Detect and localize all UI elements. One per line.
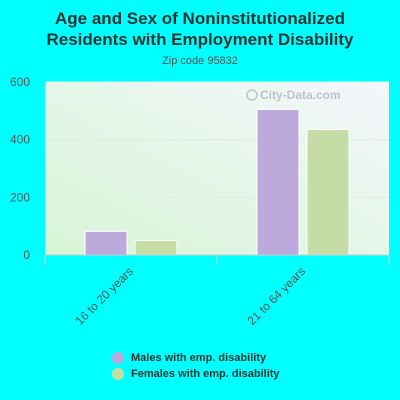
- bar-females: [306, 129, 350, 256]
- legend-label-males: Males with emp. disability: [131, 352, 267, 364]
- chart-title-line-1: Age and Sex of Noninstitutionalized: [55, 9, 345, 28]
- watermark: City-Data.com: [246, 88, 341, 102]
- legend-item-females: Females with emp. disability: [112, 366, 280, 382]
- legend-label-females: Females with emp. disability: [131, 368, 280, 380]
- x-tick-label: 16 to 20 years: [72, 264, 136, 328]
- bar-males: [84, 230, 128, 256]
- y-tick-label: 0: [23, 248, 30, 262]
- bar-females: [134, 240, 178, 256]
- y-tick-label: 600: [10, 75, 30, 89]
- legend-swatch-females: [112, 368, 124, 380]
- x-tick-label: 21 to 64 years: [244, 264, 308, 328]
- legend-swatch-males: [112, 352, 124, 364]
- chart-subtitle: Zip code 95832: [162, 55, 238, 67]
- y-tick-label: 400: [10, 133, 30, 147]
- watermark-icon: [246, 89, 258, 101]
- watermark-text: City-Data.com: [260, 88, 341, 102]
- legend-item-males: Males with emp. disability: [112, 350, 280, 366]
- bar-males: [256, 108, 300, 256]
- chart-title-line-2: Residents with Employment Disability: [46, 30, 354, 49]
- legend: Males with emp. disability Females with …: [112, 350, 280, 382]
- chart-title: Age and Sex of Noninstitutionalized Resi…: [0, 8, 400, 50]
- y-tick-label: 200: [10, 190, 30, 204]
- bars: [84, 108, 350, 256]
